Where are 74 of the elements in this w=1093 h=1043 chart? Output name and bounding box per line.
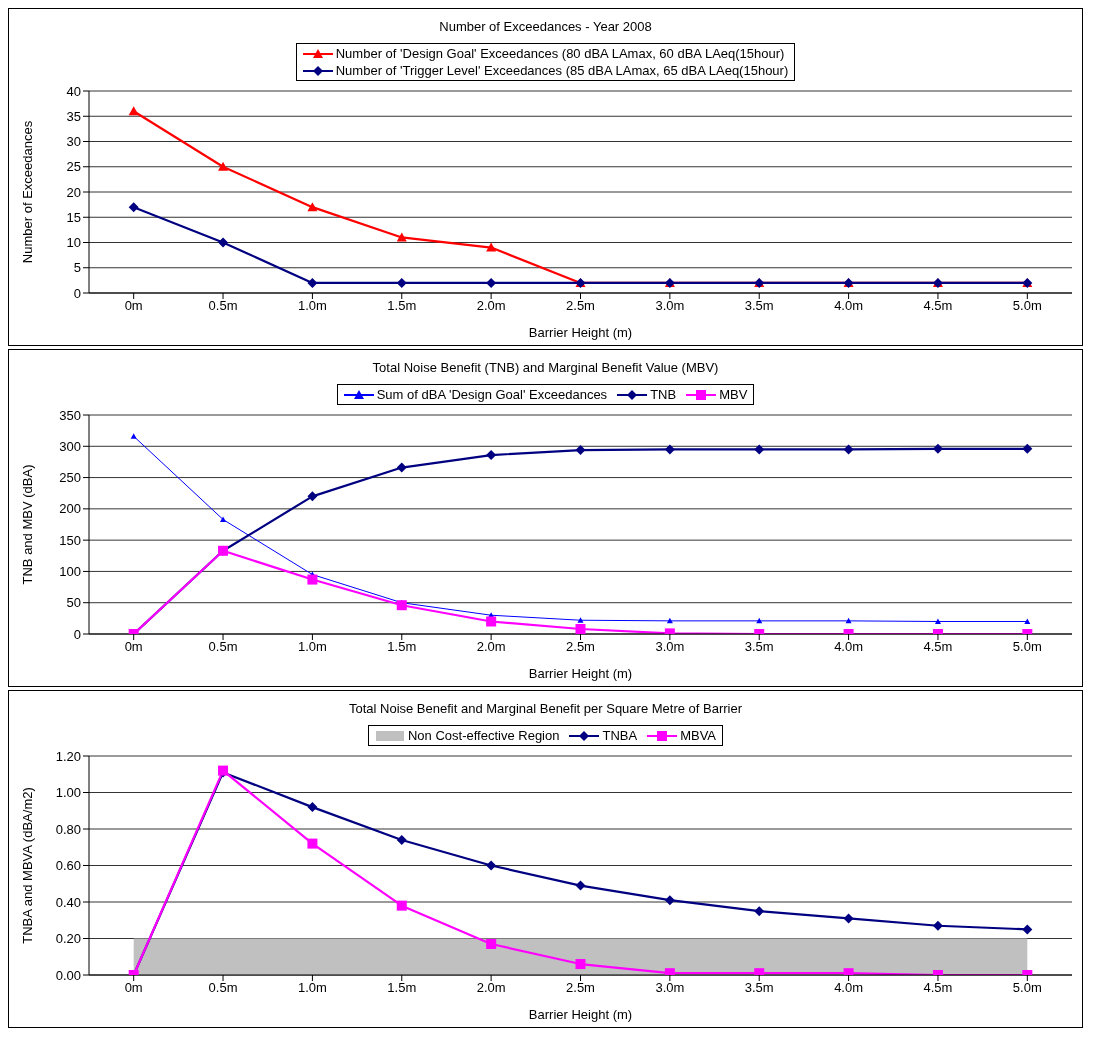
- x-tick-label: 2.0m: [476, 639, 506, 655]
- y-tick-label: 1.00: [55, 785, 81, 801]
- x-tick-label: 0m: [124, 980, 143, 996]
- y-tick-label: 250: [59, 470, 81, 486]
- y-tick-label: 0: [73, 285, 81, 301]
- y-tick-label: 20: [66, 184, 81, 200]
- x-axis-title: Barrier Height (m): [528, 1007, 633, 1022]
- y-tick-label: 30: [66, 134, 81, 150]
- x-axis-title: Barrier Height (m): [528, 325, 633, 340]
- x-tick-label: 1.0m: [297, 980, 327, 996]
- x-tick-label: 2.5m: [566, 298, 595, 314]
- y-tick-label: 0.40: [55, 894, 81, 910]
- chart-title: Total Noise Benefit and Marginal Benefit per Square Metre of Barrier: [347, 700, 744, 718]
- y-tick-label: 25: [66, 159, 81, 175]
- x-tick-label: 4.0m: [834, 980, 864, 996]
- legend-label: Number of 'Trigger Level' Exceedances (85 dBA LAmax, 65 dBA LAeq(15hour): [335, 63, 789, 78]
- legend-label: TNB: [650, 387, 677, 402]
- y-tick-label: 100: [59, 564, 81, 580]
- legend-label: MBVA: [680, 728, 717, 743]
- y-tick-label: 0.60: [55, 858, 81, 874]
- y-tick-label: 5: [73, 260, 81, 276]
- x-tick-label: 1.0m: [297, 639, 327, 655]
- y-tick-label: 0.00: [55, 967, 81, 983]
- x-tick-label: 3.0m: [655, 980, 685, 996]
- y-tick-label: 50: [66, 595, 81, 611]
- x-tick-label: 1.0m: [297, 298, 327, 314]
- x-tick-label: 2.5m: [566, 980, 595, 996]
- x-tick-label: 2.5m: [566, 639, 595, 655]
- x-tick-label: 0m: [124, 298, 143, 314]
- y-tick-label: 0.20: [55, 931, 81, 947]
- y-tick-label: 40: [66, 83, 81, 99]
- x-tick-label: 5.0m: [1012, 298, 1042, 314]
- y-tick-label: 35: [66, 108, 81, 124]
- y-axis-title: TNB and MBV (dBA): [19, 464, 35, 585]
- y-tick-label: 200: [59, 501, 81, 517]
- legend-label: TNBA: [602, 728, 638, 743]
- x-tick-label: 2.0m: [476, 980, 506, 996]
- x-tick-label: 3.5m: [744, 298, 774, 314]
- y-axis-title: TNBA and MBVA (dBA/m2): [19, 787, 35, 944]
- y-tick-label: 15: [66, 209, 81, 225]
- x-tick-label: 3.0m: [655, 298, 685, 314]
- x-tick-label: 0m: [124, 639, 143, 655]
- x-tick-label: 4.5m: [923, 298, 953, 314]
- x-tick-label: 1.5m: [387, 298, 417, 314]
- x-axis-title: Barrier Height (m): [528, 666, 633, 681]
- x-tick-label: 0.5m: [208, 298, 238, 314]
- chart-title: Total Noise Benefit (TNB) and Marginal Benefit Value (MBV): [371, 359, 720, 377]
- x-tick-label: 5.0m: [1012, 639, 1042, 655]
- chart-title: Number of Exceedances - Year 2008: [438, 18, 653, 36]
- y-tick-label: 350: [59, 407, 81, 423]
- y-tick-label: 0: [73, 626, 81, 642]
- x-tick-label: 1.5m: [387, 980, 417, 996]
- legend-label: Number of 'Design Goal' Exceedances (80 dBA LAmax, 60 dBA LAeq(15hour): [335, 46, 785, 61]
- y-tick-label: 300: [59, 438, 81, 454]
- legend-label: Non Cost-effective Region: [407, 728, 560, 743]
- x-tick-label: 4.0m: [834, 639, 864, 655]
- x-tick-label: 3.5m: [744, 639, 774, 655]
- legend-label: MBV: [719, 387, 748, 402]
- y-tick-label: 0.80: [55, 821, 81, 837]
- x-tick-label: 4.0m: [834, 298, 864, 314]
- y-tick-label: 10: [66, 235, 81, 251]
- legend-label: Sum of dBA 'Design Goal' Exceedances: [376, 387, 608, 402]
- x-tick-label: 1.5m: [387, 639, 417, 655]
- x-tick-label: 3.0m: [655, 639, 685, 655]
- y-axis-title: Number of Exceedances: [19, 120, 35, 264]
- x-tick-label: 4.5m: [923, 980, 953, 996]
- y-tick-label: 1.20: [55, 748, 81, 764]
- x-tick-label: 2.0m: [476, 298, 506, 314]
- x-tick-label: 5.0m: [1012, 980, 1042, 996]
- y-tick-label: 150: [59, 532, 81, 548]
- x-tick-label: 4.5m: [923, 639, 953, 655]
- x-tick-label: 0.5m: [208, 980, 238, 996]
- x-tick-label: 3.5m: [744, 980, 774, 996]
- x-tick-label: 0.5m: [208, 639, 238, 655]
